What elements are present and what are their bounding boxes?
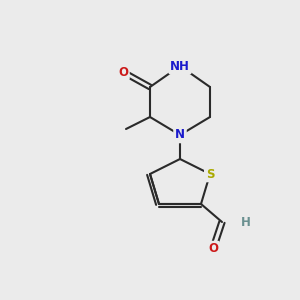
- Text: O: O: [208, 242, 218, 256]
- Text: O: O: [118, 65, 128, 79]
- Text: H: H: [241, 215, 251, 229]
- Text: S: S: [206, 167, 214, 181]
- Text: NH: NH: [170, 59, 190, 73]
- Text: N: N: [175, 128, 185, 142]
